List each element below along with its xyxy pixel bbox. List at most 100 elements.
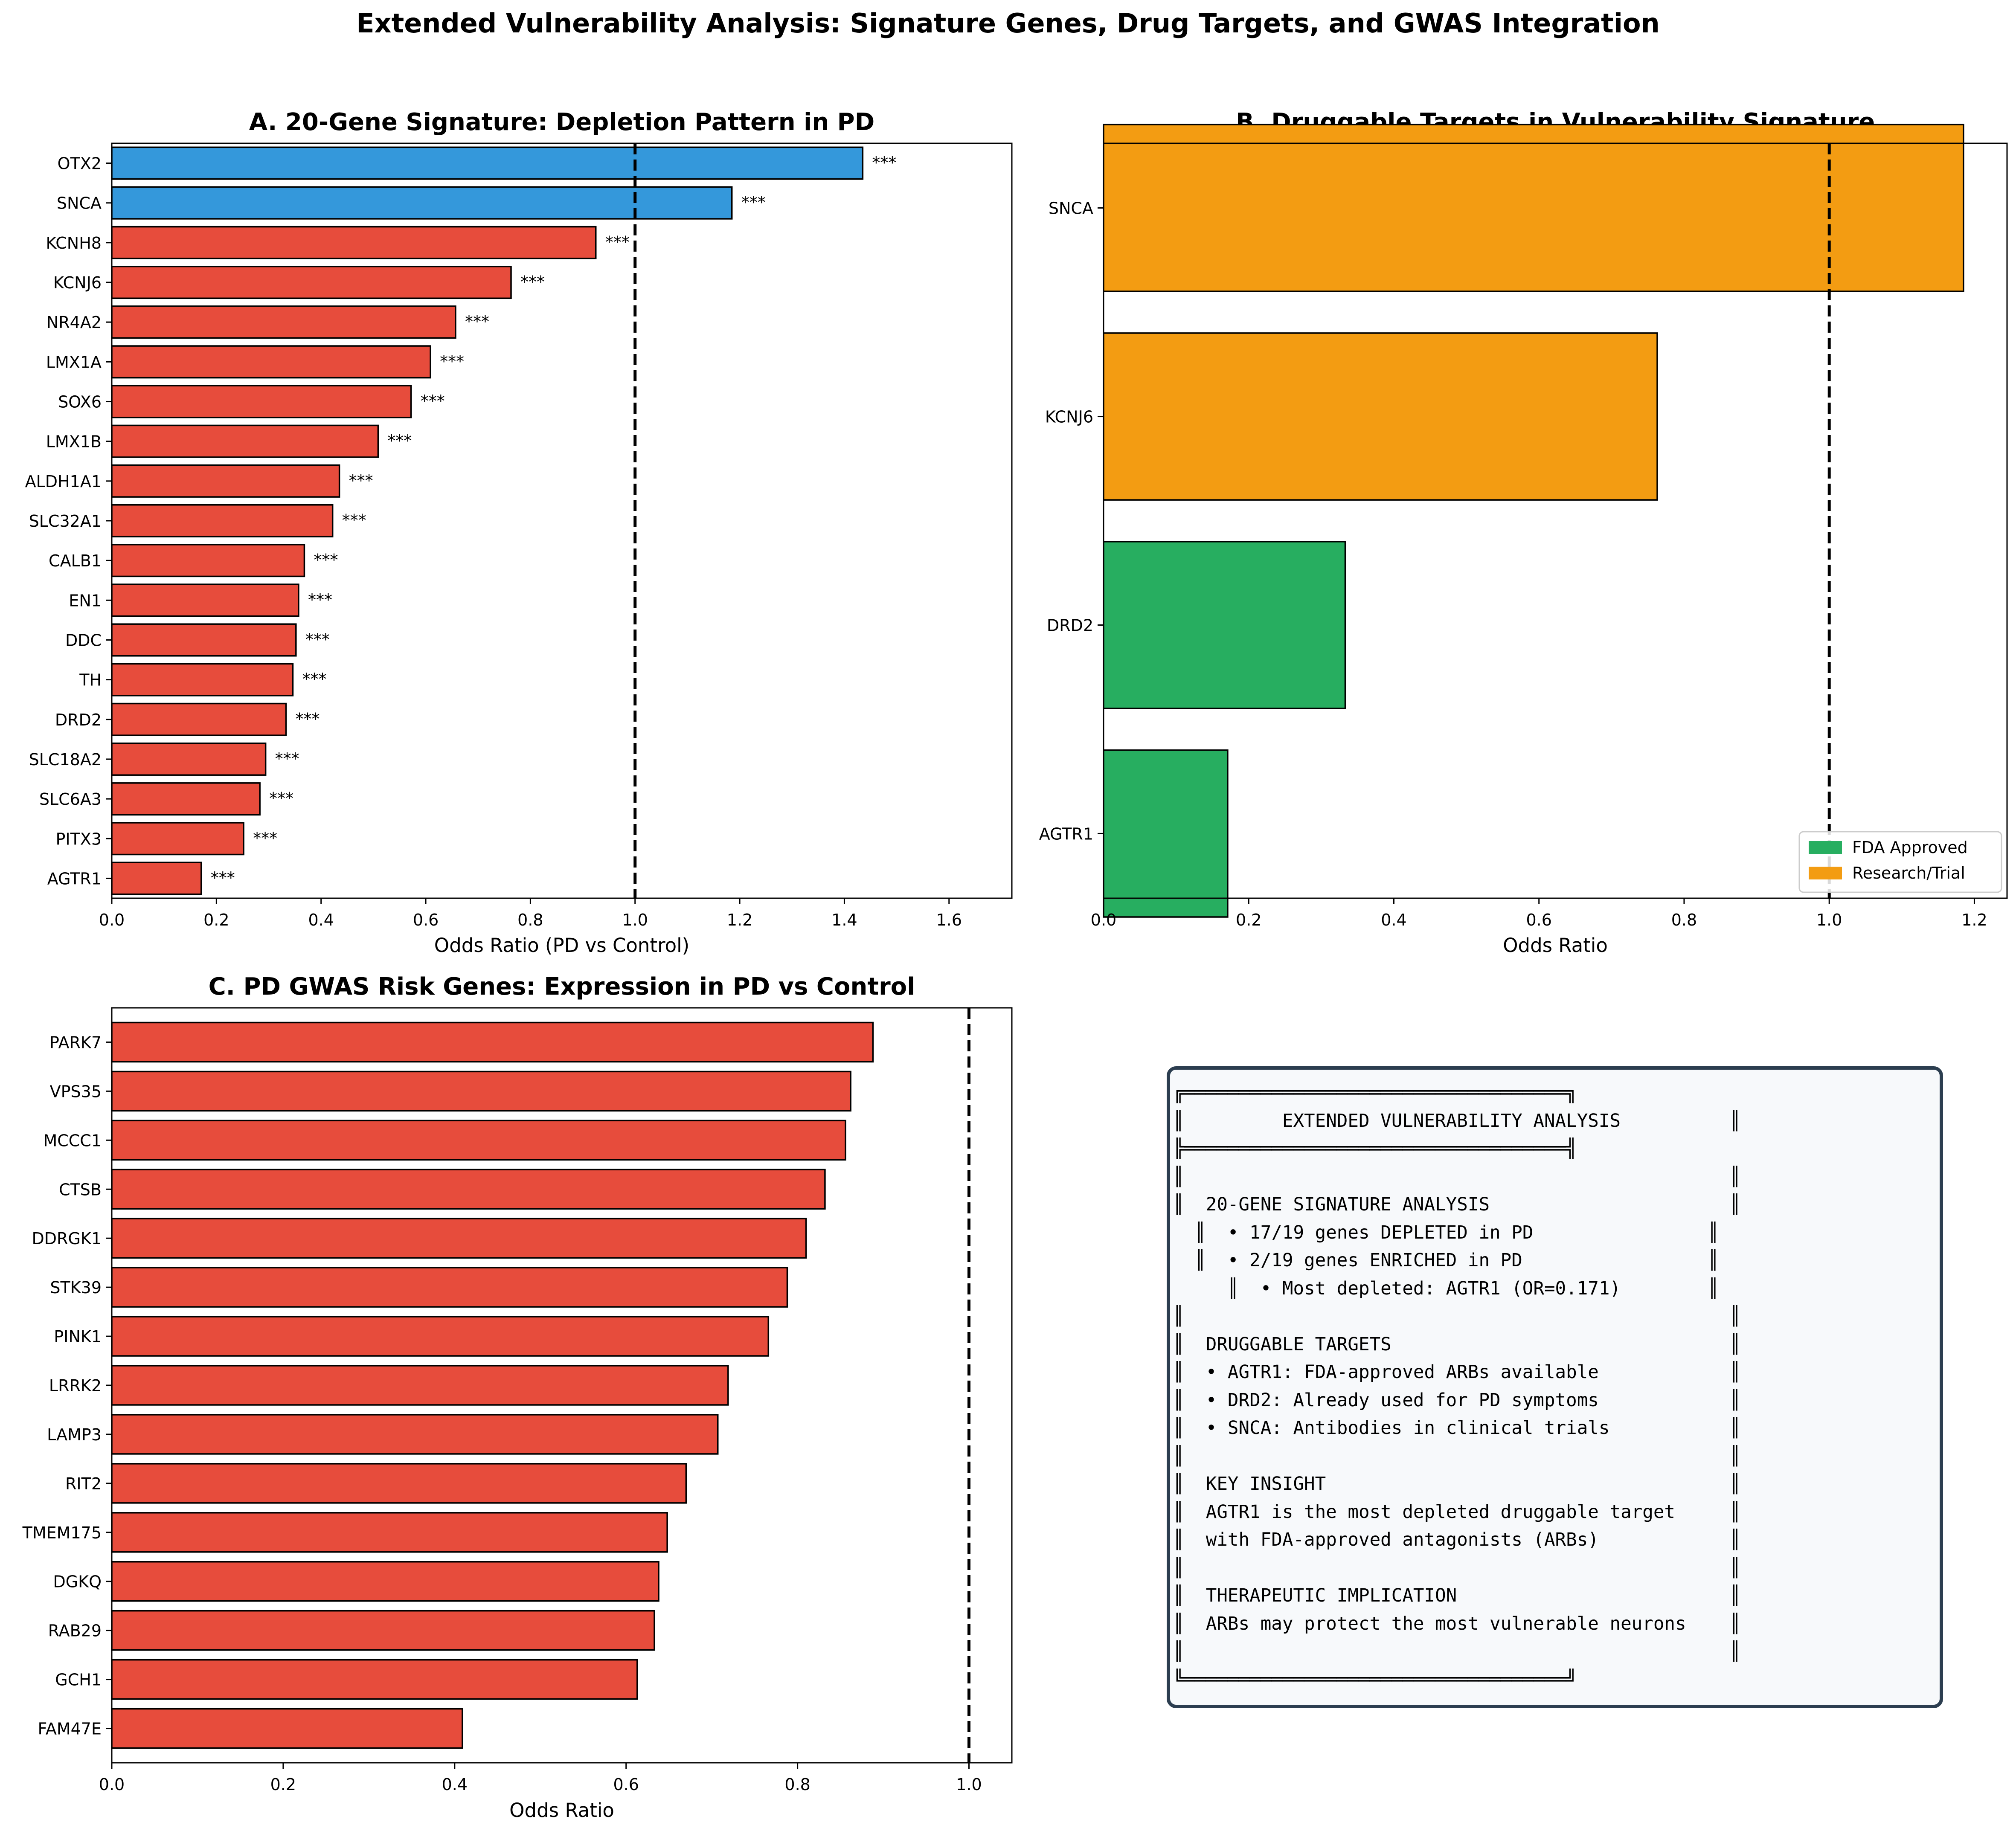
x-tick-label: 1.0: [622, 911, 648, 929]
significance-label: ***: [269, 789, 293, 808]
chart-title: A. 20-Gene Signature: Depletion Pattern …: [249, 108, 874, 136]
bar-lmx1a: [111, 345, 431, 379]
bar-agtr1: [1103, 749, 1229, 918]
y-tick-label: LAMP3: [47, 1425, 102, 1444]
x-tick-label: 0.2: [270, 1775, 296, 1794]
bar-kcnj6: [1103, 332, 1658, 501]
summary-box: [1167, 1066, 1943, 1708]
bar-otx2: [111, 146, 864, 180]
y-tick-label: VPS35: [50, 1082, 102, 1101]
legend-swatch: [1809, 867, 1842, 879]
summary-text: ╔═══════════════════════════════════╗ ║ …: [1173, 1082, 1741, 1690]
y-tick-label: OTX2: [58, 154, 102, 173]
bar-slc32a1: [111, 504, 334, 538]
x-tick-label: 0.6: [613, 1775, 639, 1794]
significance-label: ***: [872, 154, 896, 172]
y-tick-label: DRD2: [55, 711, 102, 729]
y-tick-label: AGTR1: [47, 869, 102, 888]
y-tick-label: SOX6: [58, 393, 102, 412]
chart-title: C. PD GWAS Risk Genes: Expression in PD …: [209, 973, 915, 1001]
y-tick-label: FAM47E: [38, 1720, 102, 1738]
significance-label: ***: [305, 630, 330, 649]
y-tick-label: DRD2: [1047, 616, 1093, 635]
chart-b: B. Druggable Targets in Vulnerability Si…: [1039, 108, 2008, 957]
significance-label: ***: [349, 471, 373, 490]
bar-dgkq: [111, 1561, 659, 1602]
y-tick-label: PARK7: [49, 1033, 102, 1052]
bar-park7: [111, 1021, 874, 1063]
x-tick-label: 1.2: [727, 911, 752, 929]
y-tick-label: AGTR1: [1039, 824, 1093, 843]
y-tick-label: PITX3: [55, 830, 102, 848]
y-tick-label: LMX1A: [46, 353, 102, 371]
bar-drd2: [111, 702, 287, 736]
x-tick-label: 0.2: [203, 911, 229, 929]
bar-kcnh8: [111, 226, 597, 259]
significance-label: ***: [253, 829, 277, 847]
y-tick-label: SLC18A2: [29, 750, 102, 769]
x-tick-label: 1.0: [956, 1775, 982, 1794]
chart-c: C. PD GWAS Risk Genes: Expression in PD …: [22, 973, 1013, 1822]
x-tick-label: 0.8: [517, 911, 543, 929]
significance-label: ***: [296, 710, 320, 728]
x-tick-label: 1.6: [936, 911, 962, 929]
significance-label: ***: [211, 868, 235, 887]
significance-label: ***: [308, 590, 332, 609]
bar-snca: [111, 186, 733, 220]
bar-mccc1: [111, 1120, 846, 1161]
bar-gch1: [111, 1659, 638, 1700]
bar-ddrgk1: [111, 1218, 807, 1259]
bar-ddc: [111, 623, 297, 657]
bar-aldh1a1: [111, 464, 340, 498]
y-tick-label: PINK1: [54, 1327, 102, 1346]
y-tick-label: STK39: [50, 1278, 102, 1297]
y-tick-label: SNCA: [1049, 199, 1093, 218]
y-tick-label: DGKQ: [53, 1573, 102, 1591]
x-axis-label: Odds Ratio: [1503, 934, 1608, 957]
x-tick-label: 0.8: [784, 1775, 810, 1794]
legend-label: Research/Trial: [1852, 864, 1965, 882]
bar-lmx1b: [111, 424, 379, 458]
y-tick-label: KCNJ6: [53, 273, 102, 292]
x-tick-label: 0.0: [1091, 911, 1116, 929]
bar-slc6a3: [111, 782, 261, 816]
chart-panel-b: B. Druggable Targets in Vulnerability Si…: [1039, 108, 2008, 957]
bar-kcnj6: [111, 266, 512, 299]
legend-label: FDA Approved: [1852, 838, 1968, 857]
y-tick-label: KCNH8: [46, 234, 102, 252]
significance-label: ***: [421, 392, 445, 411]
y-tick-label: EN1: [69, 591, 102, 610]
bar-vps35: [111, 1071, 851, 1112]
significance-label: ***: [440, 352, 464, 371]
y-tick-label: DDRGK1: [32, 1229, 102, 1248]
x-tick-label: 0.0: [99, 1775, 125, 1794]
y-tick-label: TH: [79, 671, 102, 690]
significance-label: ***: [342, 511, 366, 530]
x-tick-label: 0.4: [308, 911, 334, 929]
significance-label: ***: [605, 233, 630, 252]
bar-stk39: [111, 1267, 788, 1308]
bar-nr4a2: [111, 305, 456, 339]
y-tick-label: GCH1: [55, 1671, 102, 1689]
bar-tmem175: [111, 1512, 668, 1553]
y-tick-label: LRRK2: [49, 1376, 102, 1395]
y-tick-label: CTSB: [59, 1180, 102, 1199]
y-tick-label: SLC32A1: [29, 512, 102, 531]
x-tick-label: 1.2: [1961, 911, 1987, 929]
bar-ctsb: [111, 1169, 826, 1210]
legend-swatch: [1809, 841, 1842, 854]
y-tick-label: RAB29: [48, 1622, 102, 1640]
bar-rit2: [111, 1463, 687, 1504]
x-tick-label: 0.4: [1381, 911, 1406, 929]
significance-label: ***: [465, 312, 489, 331]
y-tick-label: KCNJ6: [1045, 408, 1093, 427]
significance-label: ***: [302, 670, 326, 689]
x-tick-label: 0.8: [1671, 911, 1697, 929]
significance-label: ***: [520, 273, 545, 291]
y-tick-label: DDC: [65, 631, 102, 650]
axes-frame: [111, 1007, 1013, 1764]
legend: FDA Approved Research/Trial: [1798, 831, 2002, 893]
x-axis-label: Odds Ratio: [509, 1799, 614, 1822]
chart-panel-c: C. PD GWAS Risk Genes: Expression in PD …: [22, 973, 1013, 1822]
axes-frame: [111, 142, 1013, 899]
